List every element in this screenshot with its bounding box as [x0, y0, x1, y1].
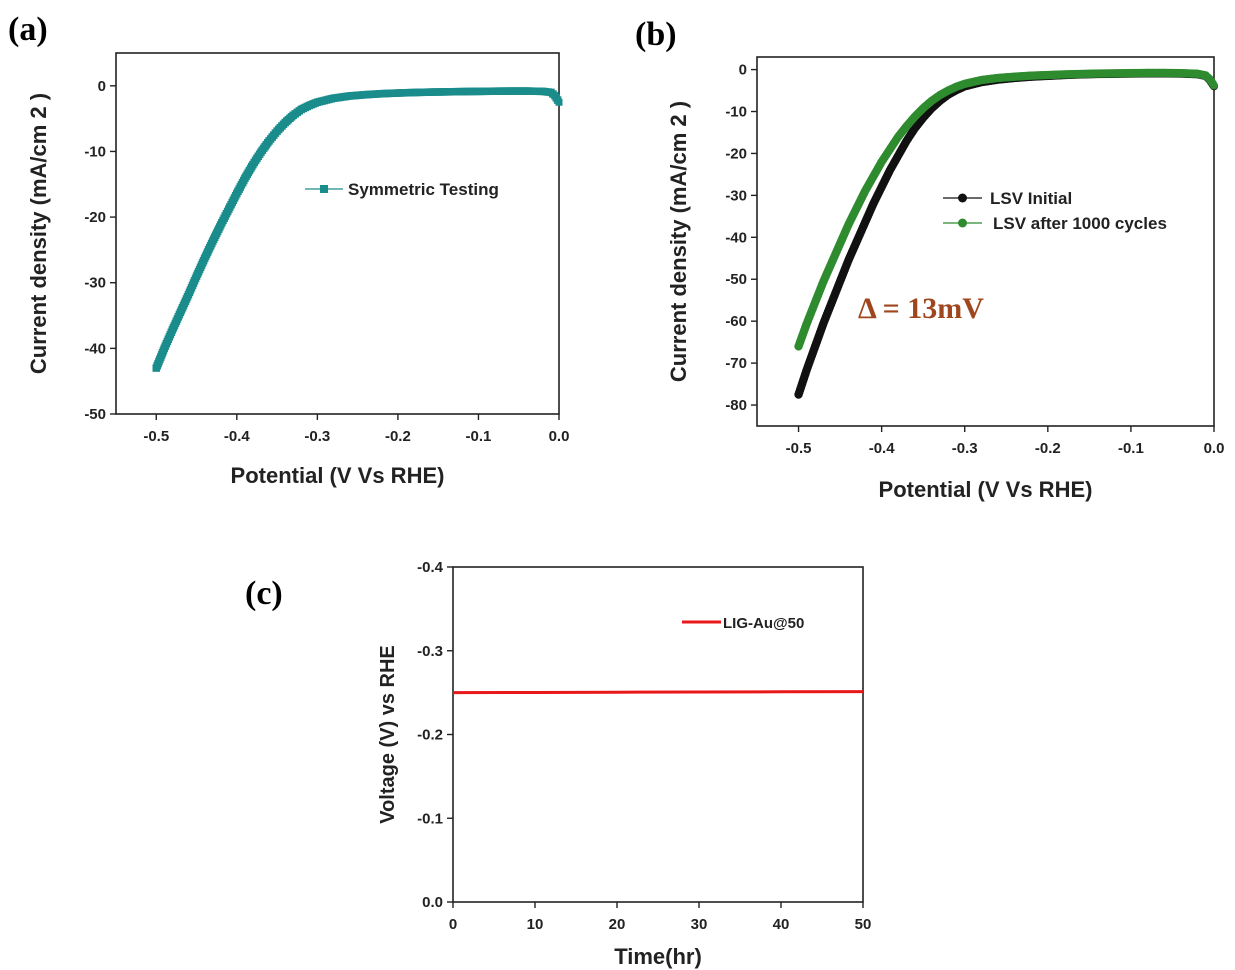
panel-b: (b) -0.5 -0.4 -0.3 -0.2 -0.1 0.0 0 -10 -20 -30 -40 -…: [635, 16, 1224, 502]
y-tick-label: -30: [84, 275, 106, 292]
y-tick-label: -40: [84, 340, 106, 357]
y-tick-label: -20: [725, 145, 747, 162]
y-tick-label: -50: [725, 271, 747, 288]
y-tick-label: -70: [725, 355, 747, 372]
legend-marker: [958, 193, 967, 203]
x-tick-label: -0.2: [385, 428, 411, 445]
x-tick-label: 40: [773, 916, 790, 933]
panel-c: (c) 0 10 20 30 40 50 0.0 -0.1 -0.2 -0.3 -0.4 Time(hr…: [245, 559, 871, 969]
x-tick-label: -0.4: [869, 440, 896, 457]
x-tick-label: -0.3: [304, 428, 330, 445]
y-tick-label: -50: [84, 406, 106, 423]
y-tick-label: -10: [725, 104, 747, 121]
x-axis-label: Time(hr): [614, 944, 702, 969]
legend-label: LIG-Au@50: [723, 615, 804, 632]
x-axis-label: Potential (V Vs RHE): [879, 477, 1093, 502]
x-tick-label: 20: [609, 916, 626, 933]
x-axis-label: Potential (V Vs RHE): [231, 463, 445, 488]
x-tick-label: 0.0: [1204, 440, 1225, 457]
x-tick-label: 30: [691, 916, 708, 933]
data-point: [555, 98, 563, 106]
y-tick-label: -40: [725, 229, 747, 246]
y-tick-label: -10: [84, 143, 106, 160]
legend-marker: [320, 185, 328, 193]
y-tick-label: -0.3: [417, 643, 443, 660]
y-tick-label: -0.1: [417, 810, 443, 827]
y-tick-label: 0: [98, 78, 106, 95]
x-tick-label: 10: [527, 916, 544, 933]
legend-label: LSV Initial: [990, 189, 1072, 208]
y-axis-label: Voltage (V) vs RHE: [377, 645, 399, 824]
x-tick-label: -0.1: [1118, 440, 1144, 457]
x-tick-label: -0.4: [224, 428, 251, 445]
x-tick-label: 0: [449, 916, 457, 933]
legend-label: Symmetric Testing: [348, 180, 499, 199]
y-tick-label: -80: [725, 397, 747, 414]
y-tick-label: -60: [725, 313, 747, 330]
panel-label: (b): [635, 16, 677, 53]
panel-label: (a): [8, 11, 48, 48]
x-tick-label: -0.3: [952, 440, 978, 457]
y-tick-label: -20: [84, 209, 106, 226]
y-tick-label: 0: [739, 62, 747, 79]
delta-annotation: Δ = 13mV: [858, 292, 984, 325]
y-axis-label: Current density (mA/cm 2 ): [666, 101, 691, 382]
x-tick-label: -0.1: [466, 428, 492, 445]
x-tick-label: -0.5: [786, 440, 812, 457]
legend-marker: [958, 218, 967, 228]
x-tick-label: 0.0: [549, 428, 570, 445]
panel-a: (a) -0.5 -0.4 -0.3 -0.2 -0.1 0.0 0 -10 -20 -30 -40 -…: [8, 11, 569, 488]
y-tick-label: -30: [725, 187, 747, 204]
plot-frame: [756, 56, 1215, 427]
panel-label: (c): [245, 575, 283, 612]
legend-label: LSV after 1000 cycles: [993, 214, 1167, 233]
x-tick-label: -0.5: [143, 428, 169, 445]
series-line: [452, 690, 864, 695]
data-point: [1210, 81, 1218, 90]
y-tick-label: 0.0: [422, 894, 443, 911]
plot-frame: [115, 52, 560, 415]
x-tick-label: 50: [855, 916, 872, 933]
x-tick-label: -0.2: [1035, 440, 1061, 457]
y-tick-label: -0.4: [417, 559, 444, 576]
y-tick-label: -0.2: [417, 727, 443, 744]
y-axis-label: Current density (mA/cm 2 ): [26, 93, 51, 374]
